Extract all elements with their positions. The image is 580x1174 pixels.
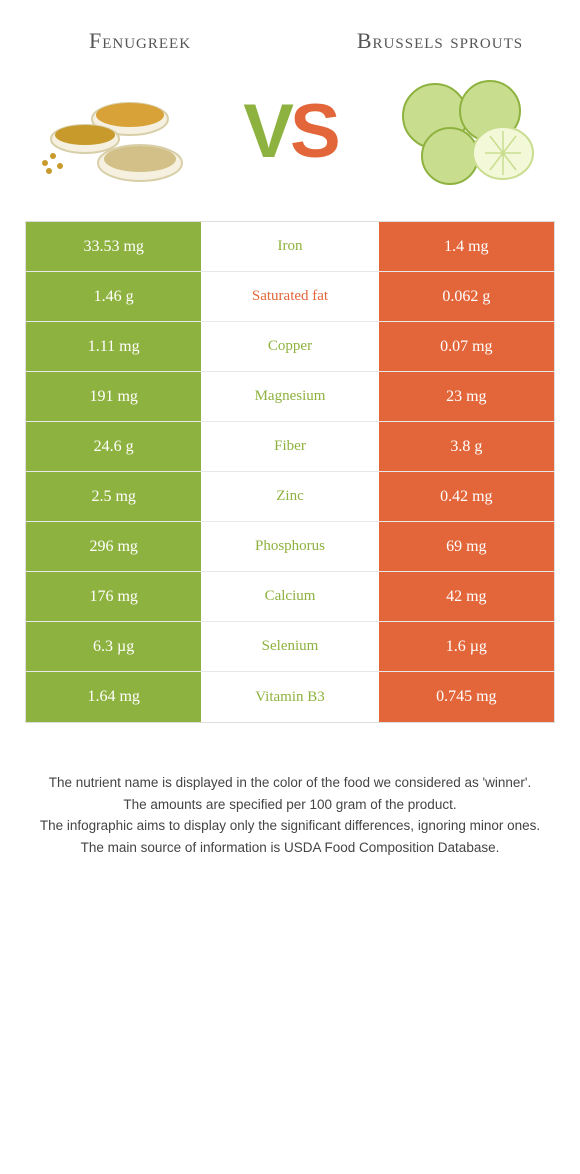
nutrient-label-cell: Iron xyxy=(201,222,378,271)
nutrient-label-cell: Zinc xyxy=(201,472,378,521)
left-value-cell: 2.5 mg xyxy=(26,472,201,521)
header: Fenugreek Brussels sprouts xyxy=(0,0,580,61)
table-row: 6.3 µgSelenium1.6 µg xyxy=(26,622,554,672)
right-value-cell: 3.8 g xyxy=(379,422,554,471)
table-row: 1.11 mgCopper0.07 mg xyxy=(26,322,554,372)
left-value-cell: 176 mg xyxy=(26,572,201,621)
nutrient-label-cell: Fiber xyxy=(201,422,378,471)
right-value-cell: 0.745 mg xyxy=(379,672,554,722)
nutrient-label-cell: Magnesium xyxy=(201,372,378,421)
table-row: 296 mgPhosphorus69 mg xyxy=(26,522,554,572)
left-value-cell: 1.46 g xyxy=(26,272,201,321)
right-food-title: Brussels sprouts xyxy=(340,28,540,53)
right-value-cell: 42 mg xyxy=(379,572,554,621)
footnotes: The nutrient name is displayed in the co… xyxy=(30,773,550,857)
table-row: 33.53 mgIron1.4 mg xyxy=(26,222,554,272)
right-value-cell: 0.42 mg xyxy=(379,472,554,521)
nutrient-label-cell: Saturated fat xyxy=(201,272,378,321)
left-food-title: Fenugreek xyxy=(40,28,240,53)
right-value-cell: 0.062 g xyxy=(379,272,554,321)
footnote-line: The nutrient name is displayed in the co… xyxy=(30,773,550,793)
right-value-cell: 69 mg xyxy=(379,522,554,571)
table-row: 24.6 gFiber3.8 g xyxy=(26,422,554,472)
footnote-line: The amounts are specified per 100 gram o… xyxy=(30,795,550,815)
table-row: 1.64 mgVitamin B30.745 mg xyxy=(26,672,554,722)
table-row: 1.46 gSaturated fat0.062 g xyxy=(26,272,554,322)
footnote-line: The main source of information is USDA F… xyxy=(30,838,550,858)
left-value-cell: 1.64 mg xyxy=(26,672,201,722)
vs-v-letter: V xyxy=(243,89,290,174)
nutrient-label-cell: Selenium xyxy=(201,622,378,671)
vs-row: VS xyxy=(0,61,580,221)
right-value-cell: 23 mg xyxy=(379,372,554,421)
nutrient-label-cell: Calcium xyxy=(201,572,378,621)
table-row: 191 mgMagnesium23 mg xyxy=(26,372,554,422)
right-value-cell: 1.4 mg xyxy=(379,222,554,271)
left-value-cell: 191 mg xyxy=(26,372,201,421)
brussels-sprouts-image xyxy=(385,71,545,191)
vs-s-letter: S xyxy=(290,89,337,174)
fenugreek-image xyxy=(35,71,195,191)
left-value-cell: 296 mg xyxy=(26,522,201,571)
left-value-cell: 24.6 g xyxy=(26,422,201,471)
nutrient-table: 33.53 mgIron1.4 mg1.46 gSaturated fat0.0… xyxy=(25,221,555,723)
left-value-cell: 1.11 mg xyxy=(26,322,201,371)
table-row: 2.5 mgZinc0.42 mg xyxy=(26,472,554,522)
nutrient-label-cell: Vitamin B3 xyxy=(201,672,378,722)
nutrient-label-cell: Phosphorus xyxy=(201,522,378,571)
left-value-cell: 6.3 µg xyxy=(26,622,201,671)
table-row: 176 mgCalcium42 mg xyxy=(26,572,554,622)
left-value-cell: 33.53 mg xyxy=(26,222,201,271)
nutrient-label-cell: Copper xyxy=(201,322,378,371)
footnote-line: The infographic aims to display only the… xyxy=(30,816,550,836)
right-value-cell: 0.07 mg xyxy=(379,322,554,371)
right-value-cell: 1.6 µg xyxy=(379,622,554,671)
vs-label: VS xyxy=(243,88,336,175)
